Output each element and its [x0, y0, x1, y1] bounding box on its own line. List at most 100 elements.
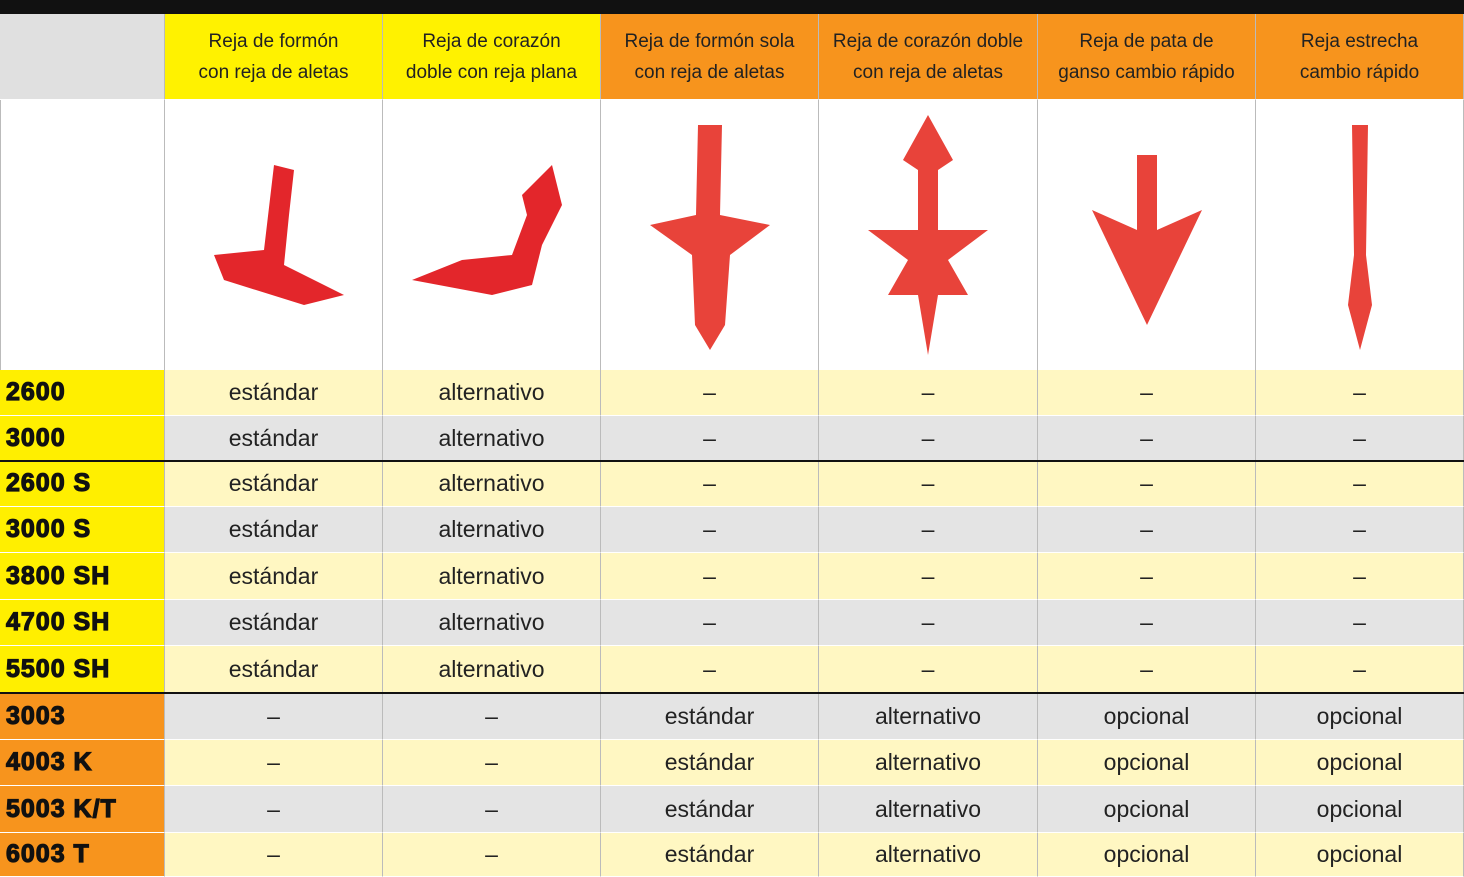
- row-label: 4700 SH: [0, 600, 165, 646]
- share-icon: [1091, 155, 1202, 325]
- cell-text: alternativo: [438, 470, 545, 496]
- cell-text: –: [267, 841, 280, 867]
- cell-text: –: [703, 655, 716, 682]
- row-label: 3800 SH: [0, 553, 165, 600]
- table-cell: estándar: [165, 600, 383, 646]
- cell-text: –: [703, 516, 716, 542]
- table-cell: estándar: [165, 461, 383, 507]
- table-cell: –: [1256, 507, 1464, 553]
- image-cell: [1256, 100, 1464, 370]
- table-cell: –: [601, 646, 819, 693]
- image-cell: [383, 100, 601, 370]
- model-name: 5003 K/T: [5, 794, 117, 823]
- header-line: Reja estrecha: [1300, 30, 1419, 52]
- model-name: 5500 SH: [5, 654, 111, 683]
- cell-text: –: [1353, 470, 1366, 496]
- row-label: 3000 S: [0, 507, 165, 553]
- table-cell: estándar: [165, 416, 383, 461]
- cell-text: opcional: [1103, 795, 1190, 822]
- table-cell: –: [1256, 553, 1464, 600]
- image-cell: [601, 100, 819, 370]
- cell-text: –: [703, 562, 716, 589]
- table-cell: –: [383, 693, 601, 740]
- table-cell: –: [819, 600, 1038, 646]
- cell-text: –: [703, 424, 716, 451]
- cell-text: –: [1140, 379, 1153, 405]
- cell-text: –: [703, 609, 716, 635]
- model-name: 6003 T: [5, 839, 90, 868]
- table-cell: –: [819, 646, 1038, 693]
- table-cell: –: [383, 740, 601, 786]
- cell-text: –: [921, 609, 935, 635]
- header-line: Reja de corazón: [422, 30, 561, 52]
- table-cell: –: [1038, 600, 1256, 646]
- table-cell: –: [819, 370, 1038, 416]
- cell-text: estándar: [228, 562, 319, 589]
- cell-text: opcional: [1103, 841, 1190, 867]
- image-cell: [819, 100, 1038, 370]
- table-cell: opcional: [1038, 693, 1256, 740]
- row-label: 6003 T: [0, 833, 165, 877]
- table-cell: –: [1256, 646, 1464, 693]
- table-cell: –: [165, 740, 383, 786]
- row-label: 2600 S: [0, 461, 165, 507]
- cell-text: –: [703, 470, 716, 496]
- table-cell: –: [165, 833, 383, 877]
- table-cell: alternativo: [383, 370, 601, 416]
- cell-text: –: [1353, 655, 1366, 682]
- table-cell: opcional: [1038, 740, 1256, 786]
- share-icon: [649, 125, 770, 350]
- column-header: Reja estrecha cambio rápido: [1256, 14, 1464, 100]
- table-cell: estándar: [165, 370, 383, 416]
- table-cell: alternativo: [383, 646, 601, 693]
- table-cell: –: [165, 693, 383, 740]
- table-cell: –: [601, 461, 819, 507]
- cell-text: –: [1353, 379, 1366, 405]
- table-cell: estándar: [165, 553, 383, 600]
- table-cell: estándar: [601, 786, 819, 833]
- header-line: Reja de corazón doble: [832, 30, 1024, 52]
- cell-text: alternativo: [874, 795, 982, 822]
- table-cell: estándar: [601, 693, 819, 740]
- cell-text: –: [485, 749, 498, 775]
- cell-text: –: [1140, 655, 1153, 682]
- cell-text: –: [921, 562, 935, 589]
- header-line: cambio rápido: [1299, 61, 1420, 83]
- image-cell: [1038, 100, 1256, 370]
- cell-text: –: [921, 470, 935, 496]
- cell-text: –: [921, 516, 935, 542]
- header-corner: [0, 14, 165, 100]
- cell-text: opcional: [1103, 702, 1190, 729]
- cell-text: alternativo: [438, 609, 545, 635]
- table-cell: –: [1256, 600, 1464, 646]
- share-icon: [868, 115, 988, 355]
- cell-text: –: [703, 379, 716, 405]
- cell-text: –: [1140, 562, 1153, 589]
- cell-text: alternativo: [438, 655, 545, 682]
- table-cell: –: [1256, 461, 1464, 507]
- share-icon: [1347, 125, 1372, 350]
- table-cell: alternativo: [819, 693, 1038, 740]
- model-name: 3003: [5, 701, 66, 730]
- column-header: Reja de corazón doble con reja de aletas: [819, 14, 1038, 100]
- cell-text: –: [1140, 609, 1153, 635]
- table-cell: alternativo: [819, 786, 1038, 833]
- header-line: Reja de formón: [208, 30, 339, 52]
- table-cell: estándar: [601, 833, 819, 877]
- table-cell: –: [601, 370, 819, 416]
- table-cell: alternativo: [383, 553, 601, 600]
- cell-text: estándar: [228, 655, 319, 682]
- table-cell: –: [383, 786, 601, 833]
- model-name: 3800 SH: [5, 561, 111, 590]
- image-cell: [165, 100, 383, 370]
- cell-text: alternativo: [874, 841, 982, 867]
- divider: [0, 692, 1464, 694]
- model-name: 2600: [5, 377, 66, 406]
- table-cell: –: [165, 786, 383, 833]
- column-header: Reja de pata de ganso cambio rápido: [1038, 14, 1256, 100]
- table-cell: opcional: [1256, 833, 1464, 877]
- table-cell: –: [601, 553, 819, 600]
- model-name: 3000 S: [5, 514, 92, 543]
- cell-text: –: [267, 702, 280, 729]
